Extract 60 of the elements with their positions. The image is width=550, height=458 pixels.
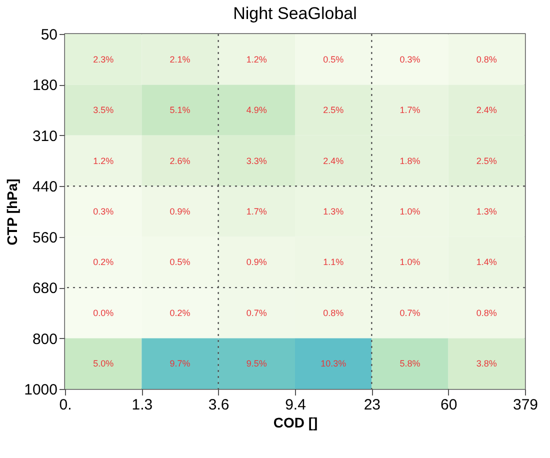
text: 1000 bbox=[24, 382, 58, 398]
data-label: 4.9% bbox=[246, 105, 267, 116]
data-label: 0.8% bbox=[476, 54, 497, 64]
data-label: 1.3% bbox=[476, 206, 497, 216]
data-label: 0.2% bbox=[170, 308, 190, 318]
data-label: 2.3% bbox=[93, 54, 114, 64]
text: 9.4 bbox=[285, 396, 306, 414]
data-label: 0.5% bbox=[170, 257, 190, 268]
text: 0. bbox=[59, 396, 72, 414]
text: 680 bbox=[32, 280, 58, 298]
data-label: 1.1% bbox=[323, 257, 344, 268]
data-label: 0.9% bbox=[246, 257, 267, 268]
text: 440 bbox=[32, 178, 58, 196]
text: 180 bbox=[32, 77, 58, 94]
data-label: 2.1% bbox=[170, 54, 190, 64]
y-axis-title: CTP [hPa] bbox=[4, 178, 20, 246]
data-label: 0.8% bbox=[323, 308, 344, 318]
data-label: 1.7% bbox=[246, 206, 267, 216]
data-label: 2.5% bbox=[323, 105, 344, 116]
data-label: 5.0% bbox=[93, 358, 114, 369]
chart-title: Night SeaGlobal bbox=[233, 4, 357, 23]
data-label: 1.2% bbox=[246, 54, 267, 64]
data-label: 1.0% bbox=[400, 206, 420, 216]
data-label: 0.7% bbox=[246, 308, 267, 318]
data-label: 2.5% bbox=[476, 156, 497, 166]
data-label: 0.3% bbox=[93, 206, 114, 216]
data-label: 2.4% bbox=[323, 156, 344, 166]
text: 800 bbox=[32, 330, 58, 348]
data-label: 10.3% bbox=[320, 358, 346, 369]
data-label: 3.8% bbox=[476, 358, 497, 369]
data-label: 0.3% bbox=[400, 54, 420, 64]
data-label: 9.7% bbox=[170, 358, 190, 369]
data-label: 0.7% bbox=[400, 308, 420, 318]
text: 50 bbox=[40, 26, 58, 44]
text: 379 bbox=[512, 396, 538, 414]
data-label: 3.3% bbox=[246, 156, 267, 166]
text: 310 bbox=[32, 128, 58, 145]
data-label: 3.5% bbox=[93, 105, 114, 116]
text: 23 bbox=[364, 396, 381, 414]
text: 3.6 bbox=[208, 396, 230, 414]
data-label: 1.2% bbox=[93, 156, 114, 166]
data-label: 1.3% bbox=[323, 206, 344, 216]
data-label: 1.8% bbox=[400, 156, 420, 166]
data-label: 0.0% bbox=[93, 308, 114, 318]
text: 1.3 bbox=[132, 396, 153, 414]
data-label: 0.9% bbox=[170, 206, 190, 216]
data-label: 1.4% bbox=[476, 257, 497, 268]
text: 560 bbox=[32, 229, 58, 246]
data-label: 1.0% bbox=[400, 257, 420, 268]
data-label: 2.6% bbox=[170, 156, 190, 166]
text: 60 bbox=[440, 396, 458, 414]
data-label: 9.5% bbox=[246, 358, 267, 369]
data-label: 1.7% bbox=[400, 105, 420, 116]
data-label: 0.5% bbox=[323, 54, 344, 64]
x-axis-title: COD [] bbox=[273, 414, 318, 430]
data-label: 2.4% bbox=[476, 105, 497, 116]
data-label: 5.1% bbox=[170, 105, 190, 116]
data-label: 0.8% bbox=[476, 308, 497, 318]
data-label: 5.8% bbox=[400, 358, 420, 369]
data-label: 0.2% bbox=[93, 257, 114, 268]
